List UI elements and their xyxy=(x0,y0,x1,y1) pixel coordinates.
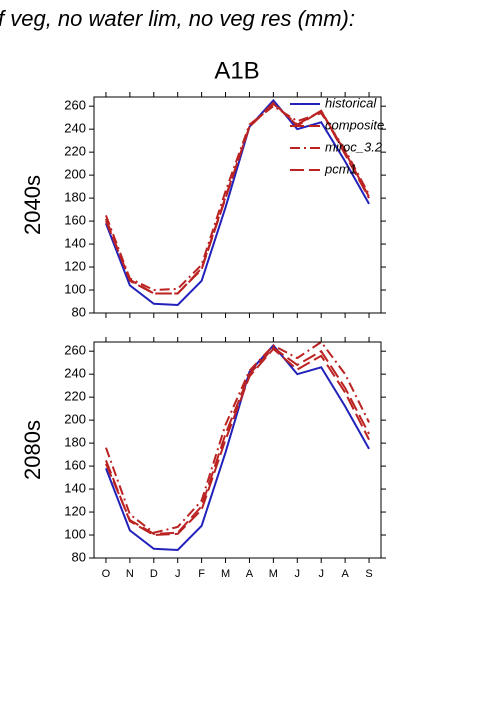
series-line xyxy=(105,340,370,534)
y-tick-label: 240 xyxy=(64,121,86,136)
legend-label: composite xyxy=(325,117,384,132)
y-tick-label: 120 xyxy=(64,258,86,273)
x-tick-label: J xyxy=(295,568,301,580)
series-line xyxy=(105,343,370,551)
y-tick-label: 140 xyxy=(64,236,86,251)
y-tick-label: 100 xyxy=(64,526,86,541)
y-tick-label: 120 xyxy=(64,503,86,518)
x-tick-label: A xyxy=(341,568,349,580)
x-tick-label: J xyxy=(175,568,181,580)
series-line xyxy=(105,346,370,535)
series-line xyxy=(105,98,370,306)
x-tick-label: M xyxy=(269,568,278,580)
y-tick-label: 200 xyxy=(64,167,86,182)
x-tick-label: O xyxy=(102,568,111,580)
page-title: f veg, no water lim, no veg res (mm): xyxy=(0,6,355,31)
x-tick-label: J xyxy=(318,568,324,580)
y-tick-label: 180 xyxy=(64,190,86,205)
series-line xyxy=(105,102,370,295)
y-tick-label: 80 xyxy=(72,549,86,564)
y-tick-label: 180 xyxy=(64,435,86,450)
y-tick-label: 160 xyxy=(64,213,86,228)
y-tick-label: 200 xyxy=(64,412,86,427)
y-tick-label: 100 xyxy=(64,281,86,296)
x-tick-label: F xyxy=(198,568,205,580)
x-tick-label: D xyxy=(150,568,158,580)
y-tick-label: 160 xyxy=(64,458,86,473)
y-tick-label: 220 xyxy=(64,144,86,159)
plot-frame xyxy=(93,96,382,314)
x-tick-label: S xyxy=(365,568,372,580)
series-line xyxy=(105,347,370,537)
series-line xyxy=(105,104,370,292)
legend-label: historical xyxy=(325,95,377,110)
y-tick-label: 260 xyxy=(64,343,86,358)
y-tick-label: 140 xyxy=(64,481,86,496)
y-tick-label: 220 xyxy=(64,389,86,404)
y-tick-label: 260 xyxy=(64,98,86,113)
x-tick-label: A xyxy=(246,568,254,580)
x-tick-label: N xyxy=(126,568,134,580)
y-tick-label: 80 xyxy=(72,304,86,319)
y-tick-label: 240 xyxy=(64,366,86,381)
y-axis-label: 2040s xyxy=(20,175,45,235)
legend-label: pcm1 xyxy=(324,161,357,176)
legend-label: miroc_3.2 xyxy=(325,139,383,154)
x-tick-label: M xyxy=(221,568,230,580)
plot-frame xyxy=(93,341,382,559)
panel-title: A1B xyxy=(214,57,259,84)
y-axis-label: 2080s xyxy=(20,420,45,480)
